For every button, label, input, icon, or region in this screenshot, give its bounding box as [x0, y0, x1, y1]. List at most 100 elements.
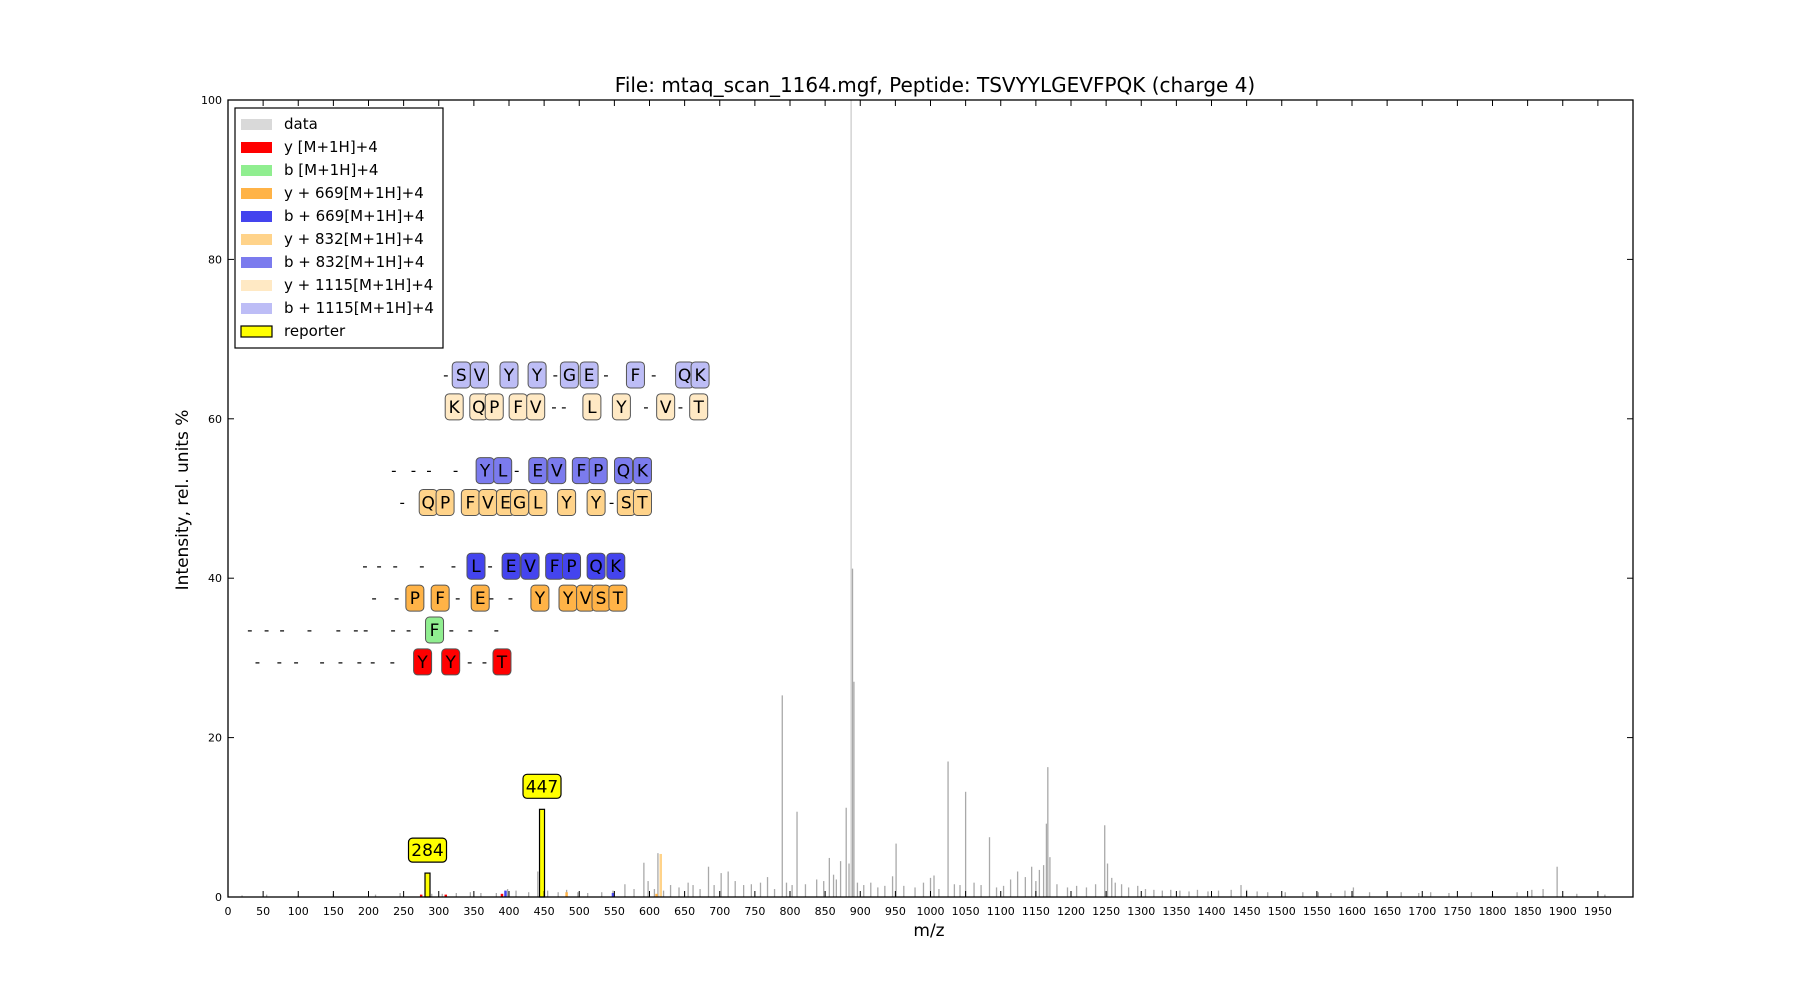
annotation-gap: - [449, 621, 454, 639]
annotation-residue-box [405, 584, 425, 612]
annotation-gap: - [494, 621, 499, 639]
legend-label: b + 669[M+1H]+4 [284, 207, 424, 225]
annotation-gap: - [319, 653, 324, 671]
x-tick-label: 500 [569, 905, 590, 918]
annotation-residue: Y [503, 366, 515, 386]
annotation-gap: - [247, 621, 252, 639]
annotation-gap: - [561, 398, 566, 416]
x-tick-label: 100 [288, 905, 309, 918]
legend-swatch [241, 257, 272, 268]
annotation-gap: - [371, 589, 376, 607]
x-tick-label: 1050 [952, 905, 980, 918]
x-tick-label: 300 [428, 905, 449, 918]
annotation-residue-box [425, 616, 445, 644]
annotation-residue: K [449, 398, 461, 418]
x-tick-label: 50 [256, 905, 270, 918]
annotation-residue-box [557, 488, 577, 516]
legend-swatch [241, 234, 272, 245]
reporter-label-box [522, 773, 562, 799]
x-tick-label: 1350 [1162, 905, 1190, 918]
legend: data y [M+1H]+4 b [M+1H]+4 y + 669[M+1H]+4 b… [234, 107, 444, 349]
annotation-residue-box [499, 361, 519, 389]
annotation-gap: - [508, 589, 513, 607]
annotation-residue: V [482, 493, 494, 513]
annotation-residue: K [637, 462, 649, 482]
annotation-residue: Y [479, 462, 491, 482]
annotation-gap: - [370, 653, 375, 671]
x-tick-label: 250 [393, 905, 414, 918]
x-tick-label: 0 [225, 905, 232, 918]
annotation-gap: - [467, 653, 472, 671]
annotation-residue: V [524, 557, 536, 577]
annotation-residue-box [413, 648, 433, 676]
annotation-residue: L [533, 493, 543, 513]
annotation-residue: K [695, 366, 707, 386]
annotation-residue: E [584, 366, 595, 386]
annotation-gap: - [338, 653, 343, 671]
annotation-residue: P [593, 462, 603, 482]
x-tick-label: 1950 [1584, 905, 1612, 918]
x-tick-label: 550 [604, 905, 625, 918]
annotation-gap: - [363, 621, 368, 639]
annotation-residue-box [435, 488, 455, 516]
x-tick-label: 800 [780, 905, 801, 918]
x-tick-label: 1750 [1443, 905, 1471, 918]
x-tick-label: 350 [463, 905, 484, 918]
annotation-gap: - [443, 366, 448, 384]
annotation-residue: Y [590, 493, 602, 513]
legend-label: y + 1115[M+1H]+4 [284, 276, 433, 294]
reporter-label-box [407, 837, 448, 863]
annotation-residue: P [566, 557, 576, 577]
annotation-gap: - [307, 621, 312, 639]
annotation-residue: Q [472, 398, 485, 418]
annotation-residue: E [506, 557, 517, 577]
annotation-gap: - [553, 366, 558, 384]
annotation-residue: F [465, 493, 475, 513]
x-tick-label: 1900 [1549, 905, 1577, 918]
annotation-residue: F [631, 366, 641, 386]
annotation-gap: - [455, 589, 460, 607]
x-tick-label: 400 [499, 905, 520, 918]
annotation-residue: Y [615, 398, 627, 418]
legend-label: b + 1115[M+1H]+4 [284, 299, 434, 317]
annotation-gap: - [603, 366, 608, 384]
annotation-residue: P [440, 493, 450, 513]
annotation-residue-box [528, 488, 548, 516]
annotation-residue: F [550, 557, 560, 577]
annotation-residue: V [530, 398, 542, 418]
annotation-gap: - [394, 589, 399, 607]
legend-swatch [241, 211, 272, 222]
annotation-residue-box [582, 393, 602, 421]
annotation-residue-box [530, 584, 550, 612]
annotation-gap: - [293, 653, 298, 671]
annotation-residue: S [621, 493, 632, 513]
annotation-residue: V [660, 398, 672, 418]
legend-label: reporter [284, 322, 346, 340]
annotation-residue: E [475, 589, 486, 609]
annotation-gap: - [411, 462, 416, 480]
annotation-gap: - [336, 621, 341, 639]
annotation-residue: V [580, 589, 592, 609]
annotation-gap: - [390, 621, 395, 639]
annotation-residue: S [456, 366, 467, 386]
annotation-residue-box [547, 457, 567, 485]
annotation-residue: Y [444, 653, 456, 673]
legend-swatch [241, 119, 272, 130]
annotation-residue-box [520, 552, 540, 580]
x-tick-label: 750 [744, 905, 765, 918]
annotation-residue: L [498, 462, 508, 482]
annotation-residue: S [596, 589, 607, 609]
annotation-residue: E [532, 462, 543, 482]
annotation-residue-box [656, 393, 676, 421]
y-tick-label: 0 [215, 891, 222, 904]
annotation-gap: - [255, 653, 260, 671]
annotation-gap: - [551, 398, 556, 416]
x-tick-label: 1200 [1057, 905, 1085, 918]
annotation-gap: - [362, 557, 367, 575]
x-tick-label: 150 [323, 905, 344, 918]
annotation-gap: - [400, 493, 405, 511]
legend-swatch [241, 303, 272, 314]
annotation-residue: T [636, 493, 648, 513]
annotation-gap: - [357, 653, 362, 671]
annotation-gap: - [651, 366, 656, 384]
